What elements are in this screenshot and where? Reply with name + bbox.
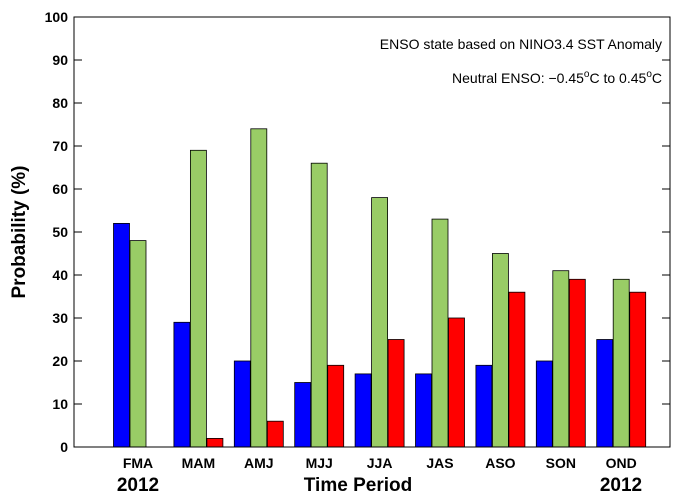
y-tick-label-100: 100 bbox=[45, 9, 69, 25]
bars-group bbox=[113, 128, 647, 448]
bar-amj-series-1 bbox=[233, 360, 251, 448]
annotation-line-2-suffix: C bbox=[652, 70, 662, 86]
bar-jas-series-3 bbox=[448, 317, 465, 448]
y-tick-label-90: 90 bbox=[52, 52, 68, 68]
bar-mjj-series-3 bbox=[327, 364, 345, 448]
x-tick-label-jas: JAS bbox=[426, 455, 453, 471]
bar-amj-series-2 bbox=[250, 128, 268, 448]
y-tick-label-50: 50 bbox=[52, 224, 68, 240]
bar-jja-series-3 bbox=[387, 339, 405, 448]
x-tick-label-jja: JJA bbox=[367, 455, 393, 471]
y-tick-label-10: 10 bbox=[52, 396, 68, 412]
bar-son-series-3 bbox=[568, 278, 586, 448]
plot-frame bbox=[73, 16, 671, 448]
bar-son-series-2 bbox=[552, 270, 570, 448]
degree-superscript-1: o bbox=[584, 69, 590, 80]
bar-aso-series-2 bbox=[491, 253, 509, 448]
bar-son-series-1 bbox=[535, 360, 553, 448]
annotation-line-2-prefix: Neutral ENSO: −0.45 bbox=[452, 70, 584, 86]
x-tick-label-amj: AMJ bbox=[244, 455, 274, 471]
bar-amj-series-3 bbox=[266, 420, 284, 448]
bar-mam-series-3 bbox=[206, 437, 224, 448]
year-label-left: 2012 bbox=[117, 475, 159, 494]
y-tick-label-40: 40 bbox=[52, 267, 68, 283]
x-tick-label-mam: MAM bbox=[182, 455, 215, 471]
bar-fma-series-2 bbox=[129, 240, 147, 448]
annotation-line-1: ENSO state based on NINO3.4 SST Anomaly bbox=[380, 36, 662, 52]
y-axis-title: Probability (%) bbox=[9, 165, 30, 298]
year-label-right: 2012 bbox=[600, 475, 642, 494]
y-tick-label-60: 60 bbox=[52, 181, 68, 197]
bar-ond-series-2 bbox=[612, 278, 630, 448]
x-axis-title: Time Period bbox=[304, 475, 412, 494]
x-tick-label-mjj: MJJ bbox=[306, 455, 333, 471]
x-tick-label-aso: ASO bbox=[485, 455, 515, 471]
annotation-line-2: Neutral ENSO: −0.45oC to 0.45oC bbox=[452, 69, 662, 86]
x-tick-label-ond: OND bbox=[606, 455, 637, 471]
bar-jja-series-1 bbox=[354, 373, 372, 448]
x-tick-label-fma: FMA bbox=[123, 455, 153, 471]
bar-aso-series-1 bbox=[475, 364, 493, 448]
y-tick-label-30: 30 bbox=[52, 310, 68, 326]
bar-mjj-series-1 bbox=[294, 382, 312, 448]
bar-aso-series-3 bbox=[508, 291, 526, 448]
bar-mam-series-2 bbox=[189, 149, 207, 448]
bar-mjj-series-2 bbox=[310, 162, 328, 448]
bar-jja-series-2 bbox=[371, 197, 389, 448]
bar-jas-series-1 bbox=[415, 373, 432, 448]
annotation-line-2-mid: C to 0.45 bbox=[589, 70, 646, 86]
bar-ond-series-3 bbox=[629, 291, 647, 448]
y-axis-ticks: 0 10 20 30 40 50 60 70 80 90 100 bbox=[45, 9, 670, 455]
bar-ond-series-1 bbox=[596, 339, 614, 448]
bar-jas-series-2 bbox=[431, 218, 449, 448]
y-tick-label-80: 80 bbox=[52, 95, 68, 111]
y-tick-label-70: 70 bbox=[52, 138, 68, 154]
bar-fma-series-1 bbox=[113, 222, 130, 448]
degree-superscript-2: o bbox=[646, 69, 652, 80]
x-tick-label-son: SON bbox=[546, 455, 576, 471]
x-axis-ticks: FMA MAM AMJ MJJ JJA JAS ASO SON OND bbox=[123, 455, 637, 471]
bar-mam-series-1 bbox=[173, 321, 191, 448]
y-tick-label-0: 0 bbox=[60, 439, 68, 455]
y-tick-label-20: 20 bbox=[52, 353, 68, 369]
